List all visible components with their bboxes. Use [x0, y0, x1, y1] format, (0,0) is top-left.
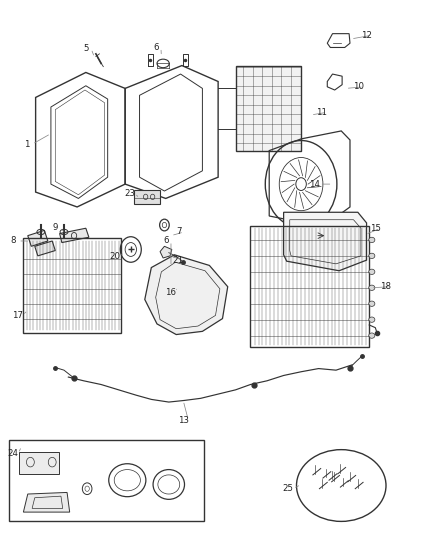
Text: 16: 16 — [165, 287, 176, 296]
Polygon shape — [35, 241, 55, 256]
Text: 6: 6 — [153, 43, 159, 52]
Text: 8: 8 — [10, 237, 16, 246]
Text: 13: 13 — [178, 416, 189, 425]
Ellipse shape — [369, 269, 375, 274]
Ellipse shape — [369, 253, 375, 259]
Text: 11: 11 — [316, 108, 327, 117]
Text: 17: 17 — [12, 311, 23, 320]
Ellipse shape — [369, 237, 375, 243]
Text: 6: 6 — [163, 237, 169, 246]
Polygon shape — [160, 246, 172, 258]
Text: 14: 14 — [309, 180, 320, 189]
Polygon shape — [284, 212, 367, 271]
Text: 5: 5 — [83, 44, 88, 53]
Text: 20: 20 — [110, 253, 120, 261]
Ellipse shape — [369, 285, 375, 290]
Text: 15: 15 — [370, 224, 381, 233]
Text: 12: 12 — [361, 31, 372, 40]
Polygon shape — [145, 255, 228, 335]
Text: 25: 25 — [283, 484, 293, 493]
Bar — [22, 238, 121, 333]
Ellipse shape — [369, 301, 375, 306]
Text: 9: 9 — [53, 223, 58, 232]
Text: 1: 1 — [24, 140, 30, 149]
Bar — [251, 226, 369, 348]
Bar — [134, 190, 160, 204]
Text: 23: 23 — [124, 189, 135, 198]
Bar — [19, 451, 59, 474]
Text: 18: 18 — [380, 282, 391, 291]
Ellipse shape — [369, 333, 375, 338]
Polygon shape — [28, 230, 48, 246]
Text: 10: 10 — [353, 82, 364, 91]
Text: 24: 24 — [7, 449, 18, 458]
Ellipse shape — [369, 317, 375, 322]
Polygon shape — [23, 492, 70, 512]
Text: 21: 21 — [172, 256, 183, 264]
Bar — [9, 440, 204, 521]
Text: 7: 7 — [176, 228, 182, 237]
Polygon shape — [237, 66, 301, 151]
Polygon shape — [60, 228, 89, 243]
